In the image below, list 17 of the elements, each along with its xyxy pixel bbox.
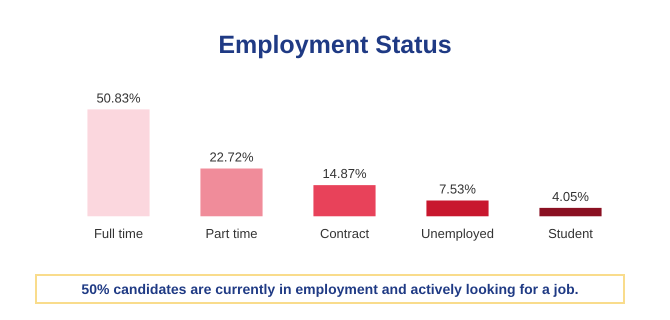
x-tick-label: Unemployed (421, 226, 494, 241)
x-tick-label: Student (548, 226, 594, 241)
data-label: 4.05% (552, 188, 590, 204)
data-label: 50.83% (96, 90, 141, 106)
bar (426, 200, 489, 216)
bar (539, 208, 602, 216)
data-label: 7.53% (439, 182, 476, 197)
bar (200, 168, 263, 216)
bar (313, 185, 376, 216)
chart-title: Employment Status (218, 31, 452, 61)
bar (87, 109, 150, 216)
x-tick-label: Contract (320, 226, 370, 241)
text: 50% candidates are currently in employment and actively looking for a job. (35, 274, 625, 304)
data-label: 22.72% (209, 150, 254, 165)
data-label: 14.87% (322, 166, 367, 182)
x-tick-label: Full time (94, 226, 144, 241)
x-tick-label: Part time (205, 226, 258, 241)
